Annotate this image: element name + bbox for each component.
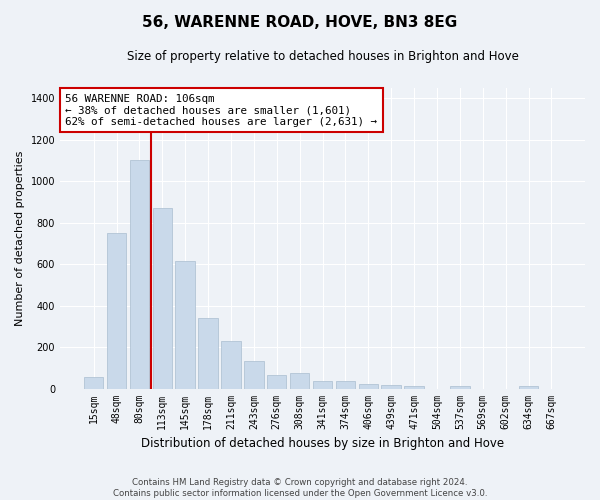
Title: Size of property relative to detached houses in Brighton and Hove: Size of property relative to detached ho… [127,50,518,63]
Bar [175,261,195,388]
Bar [244,360,263,388]
Text: 56 WARENNE ROAD: 106sqm
← 38% of detached houses are smaller (1,601)
62% of semi: 56 WARENNE ROAD: 106sqm ← 38% of detache… [65,94,377,127]
Bar [404,386,424,388]
X-axis label: Distribution of detached houses by size in Brighton and Hove: Distribution of detached houses by size … [141,437,504,450]
Bar [450,386,470,388]
Bar [221,342,241,388]
Bar [267,375,286,388]
Bar [382,386,401,388]
Text: Contains HM Land Registry data © Crown copyright and database right 2024.
Contai: Contains HM Land Registry data © Crown c… [113,478,487,498]
Bar [335,382,355,388]
Bar [290,373,310,388]
Bar [107,233,126,388]
Bar [84,377,103,388]
Bar [152,208,172,388]
Bar [359,384,378,388]
Y-axis label: Number of detached properties: Number of detached properties [15,150,25,326]
Bar [199,318,218,388]
Bar [130,160,149,388]
Bar [519,386,538,388]
Bar [313,382,332,388]
Text: 56, WARENNE ROAD, HOVE, BN3 8EG: 56, WARENNE ROAD, HOVE, BN3 8EG [142,15,458,30]
